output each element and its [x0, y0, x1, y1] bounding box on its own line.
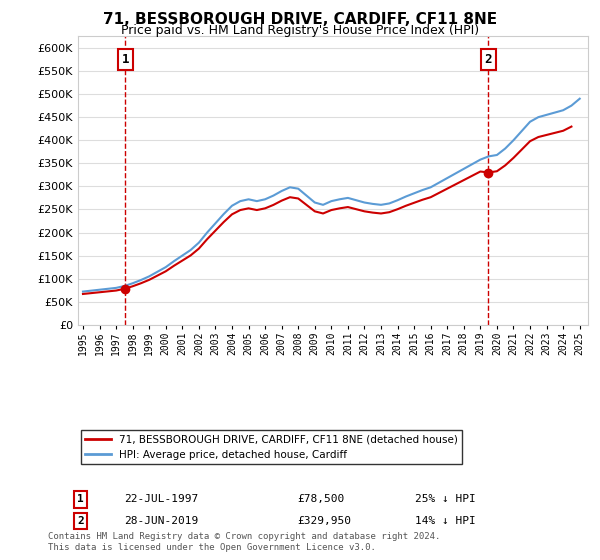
- Text: 1: 1: [77, 494, 84, 505]
- Text: £329,950: £329,950: [297, 516, 351, 526]
- Text: 1: 1: [121, 53, 129, 66]
- Text: 2: 2: [77, 516, 84, 526]
- Text: £78,500: £78,500: [297, 494, 344, 505]
- Text: 2: 2: [485, 53, 492, 66]
- Text: 25% ↓ HPI: 25% ↓ HPI: [415, 494, 475, 505]
- Text: 14% ↓ HPI: 14% ↓ HPI: [415, 516, 475, 526]
- Text: 28-JUN-2019: 28-JUN-2019: [124, 516, 198, 526]
- Text: 22-JUL-1997: 22-JUL-1997: [124, 494, 198, 505]
- Text: Price paid vs. HM Land Registry's House Price Index (HPI): Price paid vs. HM Land Registry's House …: [121, 24, 479, 37]
- Text: 71, BESSBOROUGH DRIVE, CARDIFF, CF11 8NE: 71, BESSBOROUGH DRIVE, CARDIFF, CF11 8NE: [103, 12, 497, 27]
- Text: Contains HM Land Registry data © Crown copyright and database right 2024.
This d: Contains HM Land Registry data © Crown c…: [48, 532, 440, 552]
- Legend: 71, BESSBOROUGH DRIVE, CARDIFF, CF11 8NE (detached house), HPI: Average price, d: 71, BESSBOROUGH DRIVE, CARDIFF, CF11 8NE…: [80, 430, 462, 464]
